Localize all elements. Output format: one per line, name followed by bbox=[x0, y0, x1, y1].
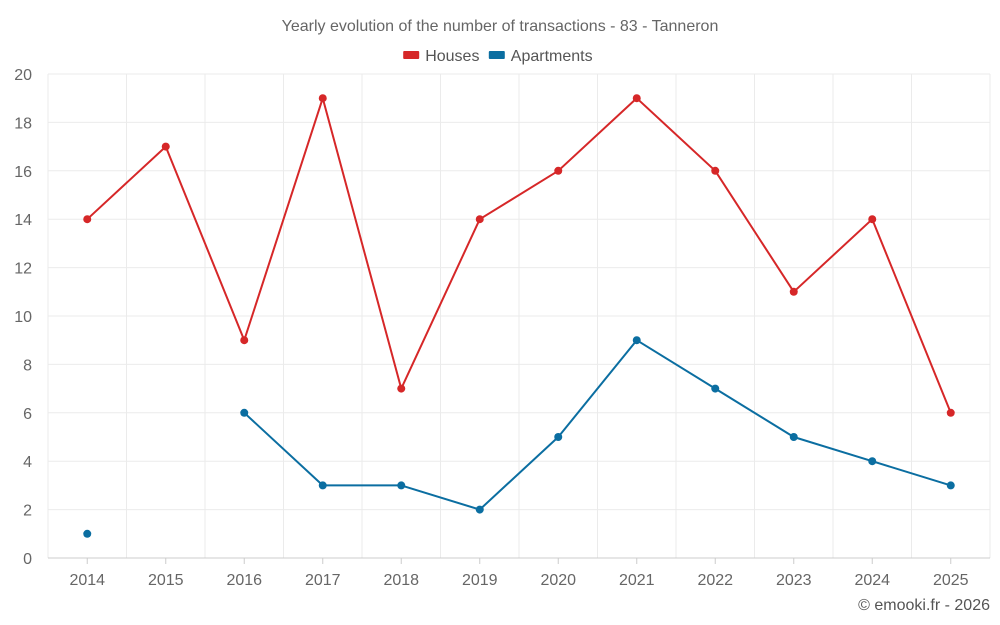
x-axis: 2014 2015 2016 2017 2018 2019 2020 2021 2022 2023… bbox=[48, 557, 990, 589]
series-layer bbox=[83, 94, 955, 538]
y-tick-label: 12 bbox=[14, 261, 32, 278]
x-tick-label: 2016 bbox=[226, 572, 262, 589]
data-point-houses[interactable] bbox=[475, 215, 484, 224]
y-tick-label: 6 bbox=[23, 406, 32, 423]
data-point-houses[interactable] bbox=[789, 287, 798, 296]
y-tick-label: 4 bbox=[23, 454, 32, 471]
data-point-apartments[interactable] bbox=[554, 433, 563, 441]
y-tick-label: 8 bbox=[23, 357, 32, 374]
series-line-houses bbox=[86, 97, 952, 414]
x-tick-label: 2019 bbox=[462, 572, 498, 589]
legend-label-houses: Houses bbox=[425, 48, 479, 65]
legend-item-houses[interactable]: Houses bbox=[403, 48, 479, 65]
data-point-houses[interactable] bbox=[946, 408, 955, 417]
series-line-apartments bbox=[243, 339, 952, 511]
data-point-houses[interactable] bbox=[83, 215, 92, 224]
y-tick-label: 2 bbox=[23, 503, 32, 520]
data-point-houses[interactable] bbox=[632, 94, 641, 103]
x-tick-label: 2017 bbox=[305, 572, 341, 589]
data-point-houses[interactable] bbox=[240, 336, 249, 345]
data-point-houses[interactable] bbox=[318, 94, 327, 103]
data-point-apartments[interactable] bbox=[240, 408, 249, 417]
data-point-houses[interactable] bbox=[161, 142, 170, 151]
data-point-apartments[interactable] bbox=[789, 433, 798, 441]
x-tick-label: 2021 bbox=[619, 572, 655, 589]
data-point-houses[interactable] bbox=[711, 166, 720, 175]
y-tick-label: 14 bbox=[14, 212, 32, 229]
credit-text: © emooki.fr - 2026 bbox=[858, 597, 990, 614]
legend-swatch-apartments bbox=[488, 51, 505, 59]
y-tick-label: 10 bbox=[14, 309, 32, 326]
legend-label-apartments: Apartments bbox=[511, 48, 593, 65]
x-tick-label: 2023 bbox=[776, 572, 812, 589]
y-tick-label: 18 bbox=[14, 115, 32, 132]
data-point-apartments[interactable] bbox=[83, 529, 92, 538]
data-point-apartments[interactable] bbox=[711, 384, 720, 393]
data-point-houses[interactable] bbox=[868, 215, 877, 224]
data-point-apartments[interactable] bbox=[632, 336, 641, 345]
data-point-apartments[interactable] bbox=[397, 481, 406, 490]
data-point-houses[interactable] bbox=[554, 166, 563, 175]
data-point-apartments[interactable] bbox=[946, 481, 955, 490]
series-houses bbox=[83, 94, 955, 417]
data-point-apartments[interactable] bbox=[318, 481, 327, 490]
data-point-apartments[interactable] bbox=[868, 457, 877, 466]
x-tick-label: 2022 bbox=[697, 572, 733, 589]
legend-item-apartments[interactable]: Apartments bbox=[488, 48, 593, 65]
x-tick-label: 2025 bbox=[933, 572, 969, 589]
x-tick-label: 2014 bbox=[69, 572, 105, 589]
y-tick-label: 16 bbox=[14, 164, 32, 181]
series-apartments bbox=[83, 336, 955, 538]
y-tick-label: 0 bbox=[23, 551, 32, 568]
legend: Houses Apartments bbox=[403, 48, 593, 65]
data-point-apartments[interactable] bbox=[475, 505, 484, 514]
x-tick-label: 2018 bbox=[383, 572, 419, 589]
x-tick-label: 2015 bbox=[148, 572, 184, 589]
chart-title: Yearly evolution of the number of transa… bbox=[282, 18, 719, 35]
x-tick-label: 2020 bbox=[540, 572, 576, 589]
y-axis: 0 2 4 6 8 10 12 14 16 18 20 bbox=[14, 67, 32, 568]
grid-lines bbox=[47, 73, 991, 558]
data-point-houses[interactable] bbox=[397, 384, 406, 393]
x-tick-label: 2024 bbox=[854, 572, 890, 589]
y-tick-label: 20 bbox=[14, 67, 32, 84]
legend-swatch-houses bbox=[403, 51, 420, 59]
